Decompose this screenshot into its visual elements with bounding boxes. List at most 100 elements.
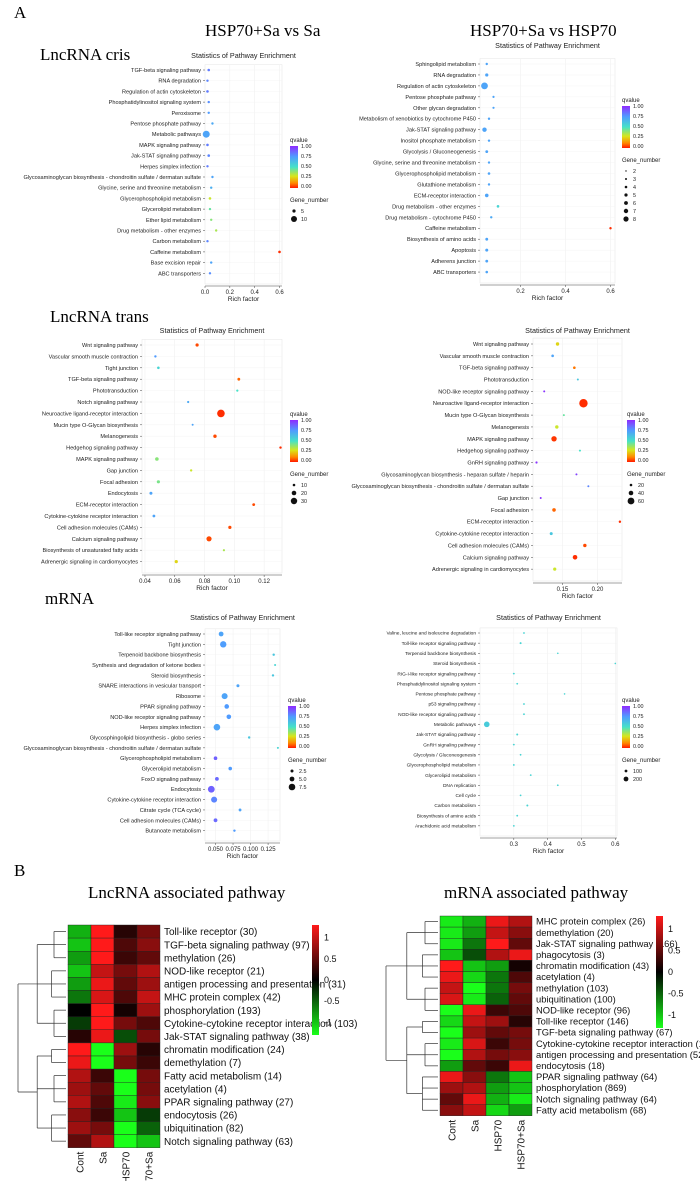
x-axis-label: Rich factor — [228, 296, 260, 303]
pathway-label: Tight junction — [168, 642, 201, 648]
legend-qvalue-tick: 0.25 — [301, 174, 312, 180]
legend-colorbar — [288, 706, 296, 748]
data-point — [485, 237, 489, 241]
pathway-label: Gap junction — [498, 496, 529, 502]
pathway-label: Metabolic pathways — [152, 132, 201, 138]
heatmap-row-label: antigen processing and presentation (31) — [164, 980, 346, 991]
data-point — [228, 766, 233, 771]
pathway-label: MAPK signaling pathway — [467, 437, 529, 443]
legend-size-label: 2 — [633, 169, 636, 175]
data-point — [213, 756, 218, 760]
data-point — [485, 73, 489, 77]
data-point — [207, 111, 210, 115]
heatmap-cell — [485, 926, 510, 939]
x-tick-label: 0.04 — [139, 579, 151, 585]
data-point — [563, 693, 566, 695]
trans-right-chart: Statistics of Pathway Enrichment Wnt sign… — [351, 326, 665, 600]
pathway-label: SNARE interactions in vesicular transpor… — [98, 684, 201, 690]
pathway-label: ECM-receptor interaction — [76, 503, 138, 509]
data-point — [213, 723, 221, 731]
heatmap-colorbar-tick: 1 — [324, 933, 329, 943]
pathway-label: Biosynthesis of amino acids — [407, 237, 476, 243]
heatmap-cell — [90, 977, 115, 991]
legend-qvalue-title: qvalue — [288, 698, 306, 704]
pathway-label: Vascular smooth muscle contraction — [440, 354, 529, 360]
legend-qvalue-tick: 0.75 — [633, 714, 644, 720]
data-point — [207, 100, 210, 104]
heatmap-colorbar-tick: -1 — [668, 1010, 676, 1020]
heatmap-colorbar — [312, 925, 319, 1035]
legend-qvalue-tick: 0.75 — [633, 114, 644, 120]
legend-qvalue-tick: 0.75 — [638, 428, 649, 434]
heatmap-cell — [439, 1104, 464, 1116]
data-point — [487, 117, 491, 120]
legend-size-label: 2.5 — [299, 769, 307, 775]
legend-size-title: Gene_number — [622, 158, 660, 164]
data-point — [492, 106, 495, 109]
heatmap-cell — [462, 915, 487, 928]
heatmap-cell — [439, 971, 464, 983]
heatmap-cell — [67, 1068, 92, 1083]
pathway-label: Gap junction — [107, 468, 138, 474]
heatmap-cell — [136, 1095, 161, 1109]
pathway-label: Melanogenesis — [491, 425, 529, 431]
legend-qvalue-tick: 1.00 — [633, 704, 644, 710]
section-title-cris: LncRNA cris — [40, 45, 130, 64]
legend-size-label: 6 — [633, 201, 636, 207]
x-tick-label: 0.050 — [208, 847, 224, 853]
pathway-label: Glycerophospholipid metabolism — [407, 763, 476, 769]
pathway-label: Carbon metabolism — [434, 803, 476, 809]
pathway-label: Mucin type O-Glycan biosynthesis — [53, 423, 138, 429]
legend-size-dot — [288, 783, 296, 791]
legend-qvalue-tick: 1.00 — [301, 144, 312, 150]
heatmap-column-label: Sa — [99, 1151, 110, 1164]
heatmap-colorbar-tick: -0.5 — [668, 989, 684, 999]
heatmap-cell — [462, 1015, 487, 1028]
heatmap-cell — [508, 938, 533, 950]
pathway-label: NOD-like receptor signaling pathway — [438, 389, 529, 395]
legend-size-dot — [289, 776, 295, 782]
heatmap-cell — [485, 1104, 510, 1116]
pathway-label: TGF-beta signaling pathway — [459, 366, 529, 372]
pathway-label: Glycerophospholipid metabolism — [120, 756, 201, 762]
cris-right-chart: Statistics of Pathway Enrichment Sphingol… — [359, 41, 660, 302]
charts-layer: Statistics of Pathway Enrichment TGF-beta… — [17, 41, 700, 1181]
legend-size-dot — [624, 185, 628, 189]
legend-qvalue-tick: 0.75 — [301, 154, 312, 160]
legend-size-label: 100 — [633, 769, 642, 775]
heatmap-cell — [485, 949, 510, 961]
heatmap-row-label: Notch signaling pathway (64) — [536, 1093, 657, 1104]
legend-qvalue-tick: 1.00 — [633, 104, 644, 110]
heatmap-cell — [439, 915, 464, 928]
legend-size-dot — [624, 769, 628, 773]
heatmap-cell — [508, 915, 533, 928]
heatmap-cell — [462, 1048, 487, 1061]
data-point — [512, 764, 515, 766]
heatmap-row-label: ubiquitination (82) — [164, 1124, 244, 1135]
heatmap-cell — [90, 937, 115, 952]
pathway-label: ABC transporters — [158, 271, 201, 277]
x-tick-label: 0.20 — [592, 587, 604, 593]
data-point — [214, 229, 218, 232]
heatmap-cell — [136, 951, 161, 965]
data-point — [523, 713, 525, 716]
pathway-label: Jak-STAT signaling pathway — [131, 154, 201, 160]
data-point — [202, 130, 210, 138]
heatmap-row-label: methylation (26) — [164, 953, 236, 964]
heatmap-cell — [439, 982, 464, 994]
heatmap-row-label: Jak-STAT signaling pathway (38) — [164, 1032, 310, 1043]
legend-qvalue-tick: 1.00 — [299, 704, 310, 710]
data-point — [228, 525, 232, 530]
pathway-label: Drug metabolism - other enzymes — [392, 204, 476, 210]
legend-qvalue-tick: 0.50 — [301, 438, 312, 444]
heatmap-cell — [67, 951, 92, 965]
data-point — [519, 794, 522, 797]
data-point — [553, 567, 557, 571]
data-point — [490, 216, 493, 219]
heatmap-cell — [462, 1104, 487, 1116]
heatmap-colorbar-tick: 1 — [668, 924, 673, 934]
pathway-label: Cell adhesion molecules (CAMs) — [57, 525, 138, 531]
data-point — [549, 532, 553, 536]
x-tick-label: 0.15 — [557, 587, 569, 593]
